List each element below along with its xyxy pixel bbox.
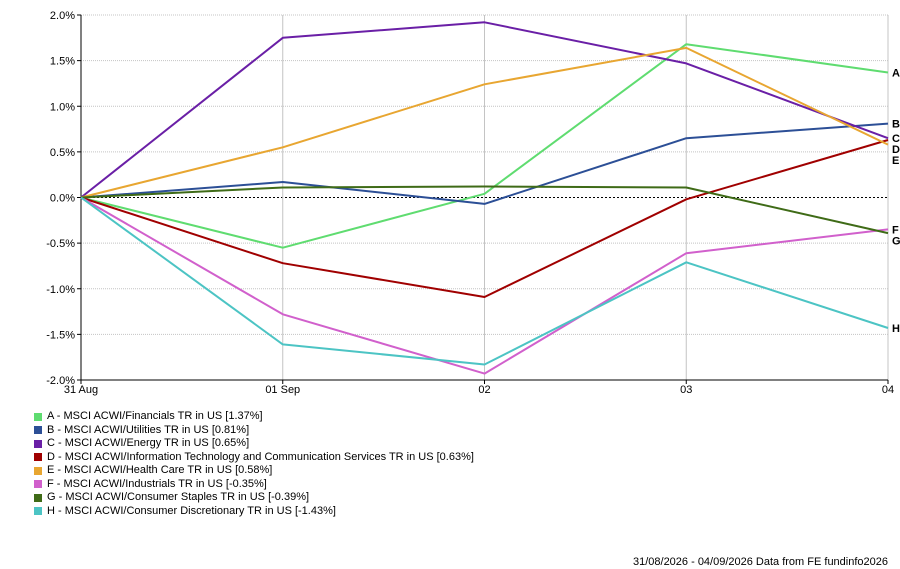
legend-label: H - MSCI ACWI/Consumer Discretionary TR … bbox=[47, 504, 336, 517]
x-tick-label: 01 Sep bbox=[265, 384, 300, 396]
legend-label: C - MSCI ACWI/Energy TR in US [0.65%] bbox=[47, 437, 250, 449]
y-tick-label: 1.0% bbox=[50, 101, 75, 113]
end-label-e: E bbox=[892, 155, 899, 167]
y-tick-label: -2.0% bbox=[46, 375, 75, 387]
end-label-h: H bbox=[892, 323, 900, 335]
legend: A - MSCI ACWI/Financials TR in US [1.37%… bbox=[34, 410, 474, 518]
series-line-e bbox=[80, 46, 889, 199]
series-line-f bbox=[80, 196, 889, 375]
y-tick-label: 1.5% bbox=[50, 56, 75, 68]
legend-label: D - MSCI ACWI/Information Technology and… bbox=[47, 450, 474, 463]
legend-swatch bbox=[34, 439, 42, 448]
series-lines bbox=[80, 21, 889, 375]
y-tick-label: -0.5% bbox=[46, 238, 75, 250]
x-tick-label: 31 Aug bbox=[64, 384, 98, 396]
legend-swatch bbox=[34, 480, 42, 489]
end-label-g: G bbox=[892, 235, 900, 247]
legend-swatch bbox=[34, 507, 42, 516]
x-tick-label: 03 bbox=[680, 384, 692, 396]
legend-swatch bbox=[34, 493, 42, 502]
series-line-d bbox=[80, 139, 889, 298]
series-line-b bbox=[80, 122, 889, 205]
legend-label: A - MSCI ACWI/Financials TR in US [1.37%… bbox=[47, 410, 263, 422]
legend-item-a: A - MSCI ACWI/Financials TR in US [1.37%… bbox=[34, 410, 474, 424]
x-tick-label: 04 bbox=[882, 384, 894, 396]
series-line-a bbox=[80, 43, 889, 249]
y-tick-label: -1.5% bbox=[46, 329, 75, 341]
legend-item-h: H - MSCI ACWI/Consumer Discretionary TR … bbox=[34, 505, 474, 519]
grid-lines bbox=[81, 14, 889, 381]
end-label-b: B bbox=[892, 119, 900, 131]
legend-item-b: B - MSCI ACWI/Utilities TR in US [0.81%] bbox=[34, 424, 474, 438]
end-label-a: A bbox=[892, 67, 900, 79]
end-label-c: C bbox=[892, 133, 900, 145]
series-line-c bbox=[80, 21, 889, 199]
legend-label: F - MSCI ACWI/Industrials TR in US [-0.3… bbox=[47, 477, 267, 490]
legend-label: B - MSCI ACWI/Utilities TR in US [0.81%] bbox=[47, 423, 250, 436]
y-tick-label: -1.0% bbox=[46, 284, 75, 296]
data-source-footer: 31/08/2026 - 04/09/2026 Data from FE fun… bbox=[632, 556, 888, 568]
legend-swatch bbox=[34, 412, 42, 421]
legend-swatch bbox=[34, 466, 42, 475]
legend-swatch bbox=[34, 453, 42, 462]
legend-item-c: C - MSCI ACWI/Energy TR in US [0.65%] bbox=[34, 437, 474, 451]
legend-item-g: G - MSCI ACWI/Consumer Staples TR in US … bbox=[34, 491, 474, 505]
y-tick-label: 2.0% bbox=[50, 10, 75, 22]
end-label-d: D bbox=[892, 144, 900, 156]
end-label-f: F bbox=[892, 224, 899, 236]
legend-item-e: E - MSCI ACWI/Health Care TR in US [0.58… bbox=[34, 464, 474, 478]
legend-swatch bbox=[34, 426, 42, 435]
legend-label: E - MSCI ACWI/Health Care TR in US [0.58… bbox=[47, 464, 273, 476]
legend-item-f: F - MSCI ACWI/Industrials TR in US [-0.3… bbox=[34, 478, 474, 492]
legend-label: G - MSCI ACWI/Consumer Staples TR in US … bbox=[47, 491, 310, 503]
series-line-g bbox=[80, 185, 889, 235]
y-tick-label: 0.5% bbox=[50, 147, 75, 159]
y-tick-label: 0.0% bbox=[50, 193, 75, 205]
axes: 2.0% 1.5% 1.0% 0.5% 0.0% -0.5% -1.0% -1.5% -2.0%… bbox=[46, 10, 894, 396]
legend-item-d: D - MSCI ACWI/Information Technology and… bbox=[34, 451, 474, 465]
series-line-h bbox=[80, 196, 889, 366]
x-tick-label: 02 bbox=[478, 384, 490, 396]
